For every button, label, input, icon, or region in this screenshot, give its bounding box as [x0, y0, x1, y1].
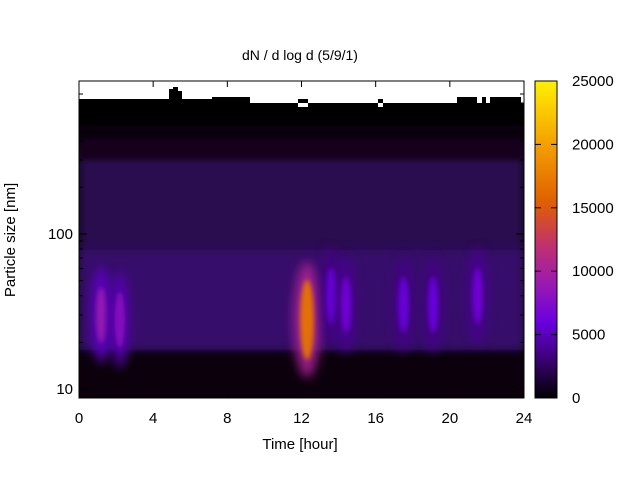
x-tick-label: 12 [293, 410, 310, 427]
concentration-blob-core [300, 279, 315, 360]
y-tick-label: 100 [48, 226, 73, 243]
concentration-blob-core [114, 291, 125, 348]
y-axis-ticks: 10 100 [48, 93, 524, 398]
colorbar [534, 80, 558, 399]
y-tick-label: 10 [56, 381, 73, 398]
chart-title: dN / d log d (5/9/1) [242, 47, 358, 63]
x-tick-label: 16 [367, 410, 384, 427]
x-tick-label: 24 [516, 410, 533, 427]
colorbar-tick-label: 25000 [572, 73, 614, 90]
concentration-blob-core [398, 276, 409, 333]
concentration-blob-core [326, 267, 337, 324]
x-tick-label: 4 [149, 410, 157, 427]
no-data-top-band [79, 81, 524, 138]
x-axis-label: Time [hour] [262, 436, 337, 453]
concentration-blob-core [472, 267, 483, 324]
concentration-blob-core [341, 276, 351, 333]
x-tick-label: 0 [75, 410, 83, 427]
concentration-blobs [91, 247, 488, 378]
concentration-blob-core [96, 287, 107, 344]
colorbar-ticks: 0 5000 10000 15000 20000 25000 [535, 73, 614, 407]
x-tick-label: 20 [441, 410, 458, 427]
colorbar-tick-label: 5000 [572, 327, 605, 344]
concentration-blob-core [428, 276, 439, 333]
x-axis-ticks: 0 4 8 12 16 20 24 [75, 81, 533, 427]
x-tick-label: 8 [223, 410, 231, 427]
colorbar-tick-label: 0 [572, 390, 580, 407]
colorbar-tick-label: 10000 [572, 263, 614, 280]
y-axis-label: Particle size [nm] [2, 183, 19, 297]
colorbar-tick-label: 15000 [572, 200, 614, 217]
colorbar-tick-label: 20000 [572, 136, 614, 153]
